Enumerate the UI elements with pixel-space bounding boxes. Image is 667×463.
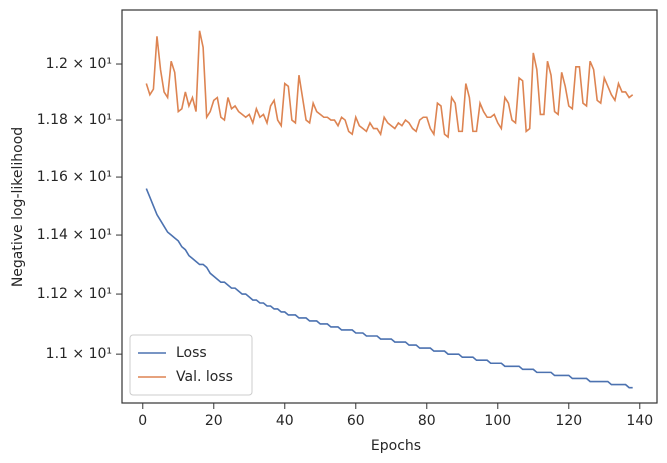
legend-label: Val. loss: [176, 369, 233, 385]
line-series: [145, 188, 633, 389]
y-tick-label: 1.2 × 10¹: [46, 56, 112, 72]
x-tick-label: 80: [418, 413, 436, 429]
y-tick-label: 1.14 × 10¹: [37, 227, 112, 243]
x-tick-label: 40: [276, 413, 294, 429]
y-tick-label: 1.16 × 10¹: [37, 169, 112, 185]
x-axis-label: Epochs: [371, 438, 421, 454]
x-tick-label: 140: [626, 413, 653, 429]
x-tick-label: 0: [138, 413, 147, 429]
y-axis-label: Negative log-likelihood: [10, 127, 26, 287]
legend-label: Loss: [176, 345, 207, 361]
y-tick-label: 1.12 × 10¹: [37, 286, 112, 302]
y-tick-label: 1.18 × 10¹: [37, 112, 112, 128]
line-series: [145, 30, 634, 139]
legend-box: [129, 334, 253, 396]
x-tick-label: 120: [555, 413, 582, 429]
plot-frame: [121, 9, 658, 404]
x-tick-label: 100: [484, 413, 511, 429]
x-tick-label: 20: [205, 413, 223, 429]
y-tick-label: 1.1 × 10¹: [46, 346, 112, 362]
x-tick-label: 60: [347, 413, 365, 429]
